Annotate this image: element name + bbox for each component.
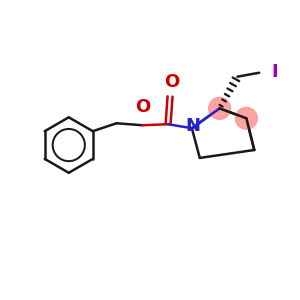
Text: O: O [135, 98, 150, 116]
Text: I: I [271, 63, 278, 81]
Circle shape [209, 98, 230, 119]
Text: O: O [164, 73, 180, 91]
Circle shape [236, 107, 257, 129]
Text: N: N [185, 117, 200, 135]
